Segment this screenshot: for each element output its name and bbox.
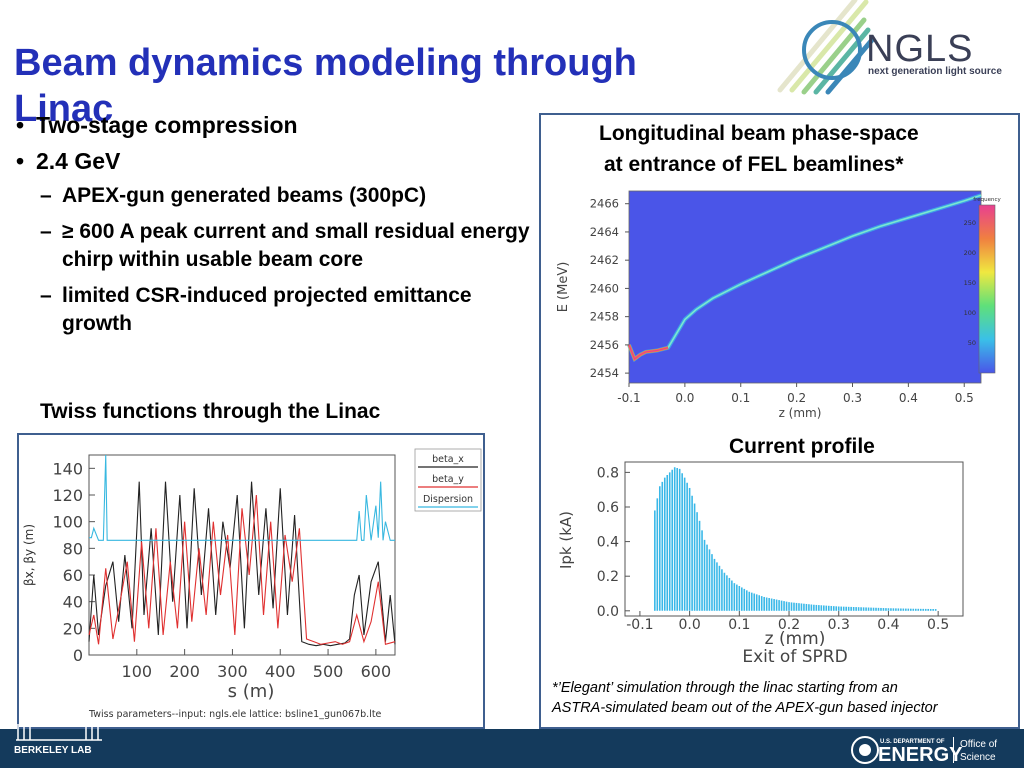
current-x-tick-label: 0.4 bbox=[877, 617, 899, 633]
twiss-x-tick-label: 100 bbox=[122, 662, 153, 681]
science-label: Science bbox=[960, 752, 996, 763]
current-x-axis-label: z (mm) bbox=[765, 629, 826, 649]
twiss-y-tick-label: 60 bbox=[63, 566, 83, 585]
current-y-tick-label: 0.6 bbox=[597, 500, 619, 516]
current-y-tick-label: 0.2 bbox=[597, 569, 619, 585]
ngls-logo bbox=[777, 0, 875, 95]
current-x-tick-label: -0.1 bbox=[626, 617, 653, 633]
phase-x-axis-label: z (mm) bbox=[779, 406, 822, 420]
footer-bar bbox=[0, 729, 1024, 768]
twiss-x-axis-label: s (m) bbox=[228, 681, 275, 702]
twiss-chart-panel: 0 20 40 60 80 100 120 140 100 200 300 400 500 600 be… bbox=[17, 433, 485, 729]
berkeley-lab-icon bbox=[16, 724, 102, 741]
twiss-y-tick-label: 140 bbox=[52, 459, 83, 478]
twiss-y-tick-label: 40 bbox=[63, 593, 83, 612]
doe-seal-icon bbox=[851, 736, 879, 764]
colorbar-tick-label: 200 bbox=[964, 249, 976, 257]
phase-space-chart: 2454 2456 2458 2460 2462 2464 2466 -0.1 0.0 0.1 0… bbox=[556, 190, 1002, 420]
phase-space-background bbox=[629, 191, 981, 383]
current-y-axis-label: Ipk (kA) bbox=[557, 511, 575, 569]
current-x-tick-label: 0.0 bbox=[678, 617, 700, 633]
twiss-heading: Twiss functions through the Linac bbox=[40, 400, 381, 423]
current-profile-chart: 0.0 0.2 0.4 0.6 0.8 -0.1 0.0 0.1 0.2 0.3 0.4 0.5 I… bbox=[557, 461, 964, 667]
current-heading: Current profile bbox=[729, 435, 875, 458]
current-y-tick-label: 0.0 bbox=[597, 604, 619, 620]
logo-tagline: next generation light source bbox=[868, 66, 1002, 77]
phase-heading-line1: Longitudinal beam phase-space bbox=[599, 122, 919, 145]
twiss-y-tick-label: 0 bbox=[73, 646, 83, 665]
phase-x-tick-label: 0.3 bbox=[843, 391, 862, 405]
bullet-item: 2.4 GeV bbox=[14, 146, 534, 176]
twiss-series-beta-y bbox=[88, 494, 396, 646]
phase-y-tick-label: 2460 bbox=[590, 281, 619, 295]
twiss-y-tick-label: 120 bbox=[52, 486, 83, 505]
phase-x-tick-label: 0.0 bbox=[675, 391, 694, 405]
current-y-tick-label: 0.8 bbox=[597, 465, 619, 481]
berkeley-lab-label: BERKELEY LAB bbox=[14, 745, 92, 756]
current-x-tick-label: 0.3 bbox=[828, 617, 850, 633]
sub-bullet-item: APEX-gun generated beams (300pC) bbox=[14, 182, 534, 210]
twiss-x-tick-label: 200 bbox=[169, 662, 200, 681]
phase-y-tick-label: 2466 bbox=[590, 197, 619, 211]
twiss-y-tick-label: 20 bbox=[63, 619, 83, 638]
footnote: *’Elegant’ simulation through the linac … bbox=[552, 678, 1012, 718]
phase-y-axis-label: E (MeV) bbox=[556, 262, 571, 313]
current-x-tick-label: 0.1 bbox=[728, 617, 750, 633]
twiss-x-tick-label: 500 bbox=[313, 662, 344, 681]
doe-small-label: U.S. DEPARTMENT OF bbox=[880, 739, 945, 745]
current-y-tick-label: 0.4 bbox=[597, 535, 619, 551]
twiss-legend-label: beta_y bbox=[432, 474, 464, 485]
phase-x-tick-label: 0.5 bbox=[955, 391, 974, 405]
twiss-x-tick-label: 400 bbox=[265, 662, 296, 681]
sub-bullet-item: limited CSR-induced projected emittance … bbox=[14, 282, 534, 338]
twiss-x-tick-label: 300 bbox=[217, 662, 248, 681]
twiss-legend-label: Dispersion bbox=[423, 494, 473, 505]
twiss-x-tick-label: 600 bbox=[361, 662, 392, 681]
colorbar-label: frequency bbox=[973, 197, 1001, 203]
bullet-item: Two-stage compression bbox=[14, 110, 534, 140]
twiss-series-dispersion bbox=[89, 454, 395, 541]
logo-name: NGLS bbox=[866, 28, 974, 70]
current-subtitle: Exit of SPRD bbox=[742, 647, 847, 667]
footnote-line2: ASTRA-simulated beam out of the APEX-gun… bbox=[552, 700, 938, 716]
colorbar bbox=[978, 204, 996, 374]
twiss-legend-label: beta_x bbox=[432, 454, 464, 465]
phase-y-tick-label: 2464 bbox=[590, 225, 619, 239]
office-label: Office of bbox=[960, 739, 998, 750]
colorbar-tick-label: 150 bbox=[964, 279, 976, 287]
phase-y-tick-label: 2456 bbox=[590, 338, 619, 352]
colorbar-tick-label: 100 bbox=[964, 309, 976, 317]
colorbar-tick-label: 50 bbox=[968, 339, 976, 347]
phase-heading-line2: at entrance of FEL beamlines* bbox=[604, 153, 904, 176]
phase-y-tick-label: 2462 bbox=[590, 253, 619, 267]
twiss-caption: Twiss parameters--input: ngls.ele lattic… bbox=[88, 709, 382, 720]
phase-x-tick-label: 0.2 bbox=[787, 391, 806, 405]
twiss-series-beta-x bbox=[88, 481, 396, 647]
twiss-y-axis-label: βx, βy (m) bbox=[22, 524, 36, 586]
sub-bullet-item: ≥ 600 A peak current and small residual … bbox=[14, 218, 534, 274]
twiss-chart: 0 20 40 60 80 100 120 140 100 200 300 400 500 600 be… bbox=[22, 448, 482, 720]
bullet-list: Two-stage compression 2.4 GeV APEX-gun g… bbox=[14, 110, 534, 346]
twiss-y-tick-label: 80 bbox=[63, 539, 83, 558]
phase-core-peak bbox=[628, 344, 669, 360]
phase-y-tick-label: 2454 bbox=[590, 366, 619, 380]
phase-x-tick-label: 0.1 bbox=[731, 391, 750, 405]
doe-energy-label: ENERGY bbox=[878, 744, 963, 766]
footnote-line1: *’Elegant’ simulation through the linac … bbox=[552, 680, 898, 696]
current-x-tick-label: 0.2 bbox=[778, 617, 800, 633]
phase-x-tick-label: -0.1 bbox=[617, 391, 640, 405]
phase-x-tick-label: 0.4 bbox=[899, 391, 918, 405]
twiss-y-tick-label: 100 bbox=[52, 513, 83, 532]
footer-divider bbox=[953, 737, 954, 763]
current-x-tick-label: 0.5 bbox=[927, 617, 949, 633]
slide-title: Beam dynamics modeling through Linac bbox=[14, 42, 637, 130]
phase-y-tick-label: 2458 bbox=[590, 310, 619, 324]
colorbar-tick-label: 250 bbox=[964, 219, 976, 227]
